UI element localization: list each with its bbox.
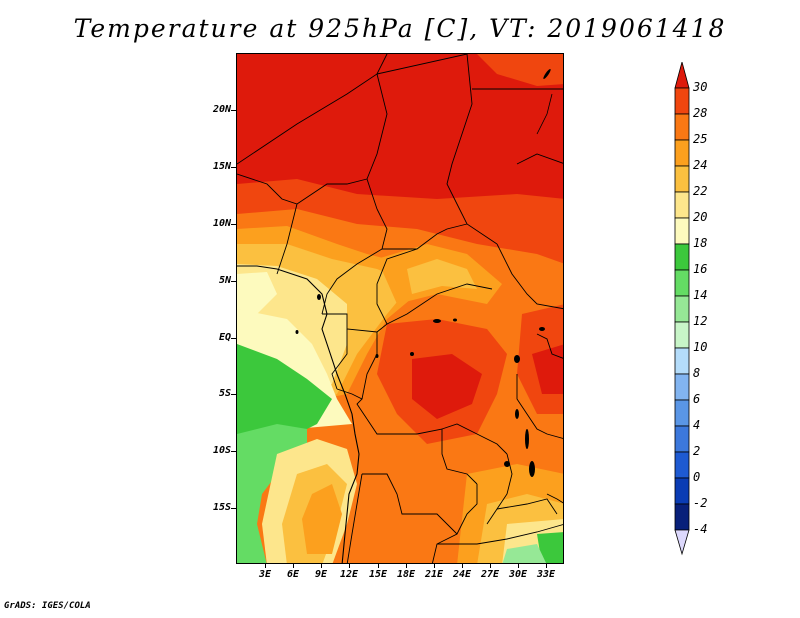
colorbar-segment xyxy=(674,87,690,115)
colorbar-segment xyxy=(674,191,690,219)
colorbar-segment xyxy=(674,321,690,349)
lon-label-9e: 9E xyxy=(314,569,328,580)
colorbar-segment xyxy=(674,503,690,531)
lat-tick xyxy=(231,281,236,282)
colorbar-level-label: 22 xyxy=(693,184,708,198)
country-borders xyxy=(237,54,563,563)
lakes xyxy=(295,69,551,477)
colorbar-segment xyxy=(674,113,690,141)
region-16c-se xyxy=(537,532,563,563)
region-over-28c-core xyxy=(412,354,482,419)
lon-label-27e: 27E xyxy=(480,569,500,580)
lon-tick xyxy=(349,564,350,568)
lon-label-33e: 33E xyxy=(536,569,556,580)
colorbar-segment xyxy=(674,139,690,167)
lon-tick xyxy=(378,564,379,568)
chart-title: Temperature at 925hPa [C], VT: 201906141… xyxy=(73,14,727,43)
lat-tick xyxy=(231,394,236,395)
lat-tick xyxy=(231,338,236,339)
temperature-map xyxy=(236,53,564,564)
colorbar-segment xyxy=(674,425,690,453)
region-12c-se xyxy=(502,544,547,563)
colorbar-segment xyxy=(674,399,690,427)
colorbar-level-label: 0 xyxy=(693,470,701,484)
grads-credit: GrADS: IGES/COLA xyxy=(4,601,91,611)
colorbar-segment xyxy=(674,269,690,297)
colorbar-level-label: 6 xyxy=(693,392,701,406)
lat-label-15s: 15S xyxy=(212,502,231,513)
colorbar-level-label: 8 xyxy=(693,366,701,380)
colorbar-level-label: 24 xyxy=(693,158,708,172)
lon-tick xyxy=(462,564,463,568)
lon-label-15e: 15E xyxy=(368,569,388,580)
colorbar-max-triangle xyxy=(674,62,690,89)
region-22c-north xyxy=(407,259,477,294)
lat-label-10s: 10S xyxy=(212,445,231,456)
colorbar-level-label: 10 xyxy=(693,340,708,354)
colorbar xyxy=(674,62,690,556)
lat-label-15n: 15N xyxy=(212,161,231,172)
map-canvas xyxy=(237,54,563,563)
colorbar-segment xyxy=(674,243,690,271)
colorbar-level-label: 18 xyxy=(693,236,708,250)
colorbar-segment xyxy=(674,347,690,375)
lon-label-18e: 18E xyxy=(396,569,416,580)
lat-tick xyxy=(231,508,236,509)
colorbar-min-triangle xyxy=(674,529,690,556)
region-28c-ne xyxy=(477,54,563,86)
lat-label-5s: 5S xyxy=(218,388,231,399)
lat-label-eq: EQ xyxy=(218,332,231,343)
lon-tick xyxy=(518,564,519,568)
lon-tick xyxy=(546,564,547,568)
lat-tick xyxy=(231,110,236,111)
lon-tick xyxy=(406,564,407,568)
region-over-28c-east xyxy=(532,344,563,394)
lon-tick xyxy=(265,564,266,568)
colorbar-level-label: -2 xyxy=(693,496,708,510)
region-24c-sw xyxy=(302,484,342,554)
colorbar-level-label: 4 xyxy=(693,418,701,432)
lon-label-21e: 21E xyxy=(424,569,444,580)
colorbar-level-label: 30 xyxy=(693,80,708,94)
lon-label-30e: 30E xyxy=(508,569,528,580)
lat-tick xyxy=(231,167,236,168)
colorbar-level-label: 14 xyxy=(693,288,708,302)
colorbar-segment xyxy=(674,295,690,323)
colorbar-level-label: 20 xyxy=(693,210,708,224)
lat-label-5n: 5N xyxy=(218,275,231,286)
colorbar-level-label: 2 xyxy=(693,444,701,458)
colorbar-level-label: 25 xyxy=(693,132,708,146)
lon-tick xyxy=(434,564,435,568)
colorbar-level-label: 28 xyxy=(693,106,708,120)
lon-tick xyxy=(321,564,322,568)
colorbar-segment xyxy=(674,477,690,505)
lon-tick xyxy=(490,564,491,568)
colorbar-segment xyxy=(674,217,690,245)
lat-label-10n: 10N xyxy=(212,218,231,229)
colorbar-level-label: 12 xyxy=(693,314,708,328)
lon-label-12e: 12E xyxy=(339,569,359,580)
colorbar-segment xyxy=(674,373,690,401)
lat-tick xyxy=(231,451,236,452)
coastline xyxy=(237,93,553,563)
colorbar-segment xyxy=(674,165,690,193)
lon-label-24e: 24E xyxy=(452,569,472,580)
colorbar-level-label: -4 xyxy=(693,522,708,536)
lat-label-20n: 20N xyxy=(212,104,231,115)
lon-label-3e: 3E xyxy=(258,569,272,580)
region-18c-coast xyxy=(237,272,277,314)
lon-tick xyxy=(293,564,294,568)
lon-label-6e: 6E xyxy=(286,569,300,580)
colorbar-level-label: 16 xyxy=(693,262,708,276)
lat-tick xyxy=(231,224,236,225)
colorbar-segment xyxy=(674,451,690,479)
